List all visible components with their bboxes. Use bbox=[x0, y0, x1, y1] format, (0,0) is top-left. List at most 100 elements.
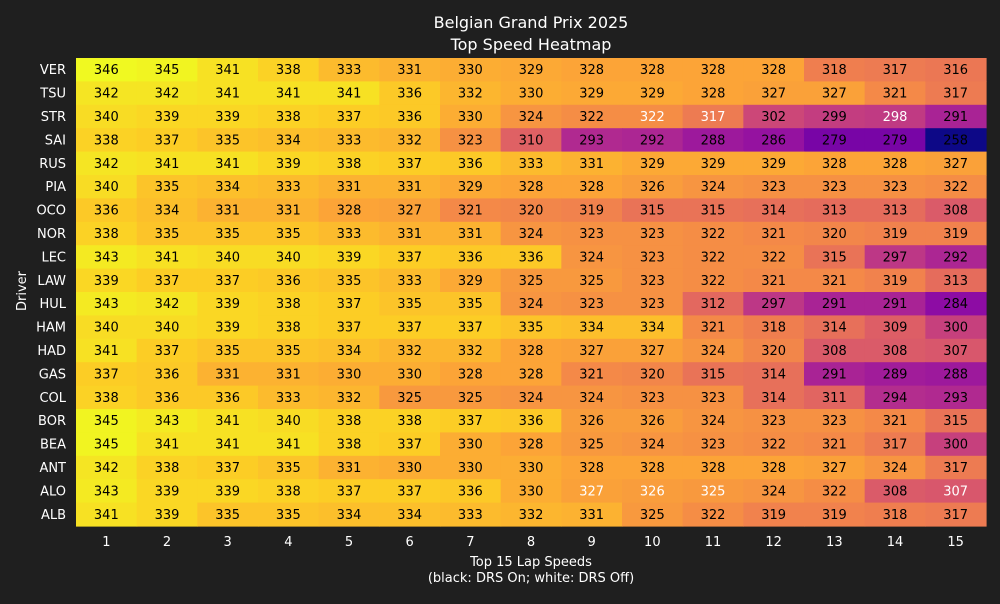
heatmap-cell bbox=[622, 455, 684, 480]
heatmap-cell bbox=[500, 151, 562, 176]
heatmap-cell bbox=[561, 455, 623, 480]
heatmap-cell bbox=[804, 409, 866, 433]
cell-value-label: 318 bbox=[883, 508, 908, 523]
cell-value-label: 335 bbox=[215, 133, 240, 148]
cell-value-label: 309 bbox=[883, 321, 908, 336]
cell-value-label: 328 bbox=[337, 204, 362, 219]
heatmap-cell bbox=[258, 175, 320, 199]
heatmap-cell bbox=[622, 221, 684, 246]
chart-title: Belgian Grand Prix 2025 bbox=[434, 13, 629, 32]
cell-value-label: 321 bbox=[761, 274, 786, 289]
cell-value-label: 327 bbox=[640, 344, 665, 359]
cell-value-label: 333 bbox=[337, 133, 362, 148]
heatmap-cell bbox=[136, 151, 198, 176]
heatmap-cell bbox=[743, 128, 805, 153]
heatmap-cell bbox=[379, 315, 441, 340]
cell-value-label: 324 bbox=[640, 438, 665, 453]
cell-value-label: 333 bbox=[337, 227, 362, 242]
cell-value-label: 329 bbox=[701, 157, 726, 172]
cell-value-label: 341 bbox=[94, 508, 119, 523]
y-tick-label: ANT bbox=[39, 461, 66, 476]
heatmap-cell bbox=[864, 455, 926, 480]
x-tick-label: 4 bbox=[284, 535, 292, 550]
heatmap-cell bbox=[379, 128, 441, 153]
heatmap-cell bbox=[561, 128, 623, 153]
cell-value-label: 322 bbox=[761, 250, 786, 265]
heatmap-cell bbox=[682, 315, 744, 340]
y-axis-label: Driver bbox=[15, 270, 30, 311]
cell-value-label: 327 bbox=[822, 87, 847, 102]
cell-value-label: 279 bbox=[883, 133, 908, 148]
x-tick-label: 9 bbox=[588, 535, 596, 550]
x-tick-label: 1 bbox=[102, 535, 110, 550]
heatmap-cell bbox=[500, 315, 562, 340]
heatmap-cell bbox=[379, 268, 441, 293]
heatmap-cell bbox=[743, 502, 805, 527]
cell-value-label: 326 bbox=[640, 180, 665, 195]
y-tick-label: BOR bbox=[38, 414, 66, 429]
heatmap-cell bbox=[804, 479, 866, 504]
heatmap-cell bbox=[682, 245, 744, 270]
cell-value-label: 337 bbox=[337, 297, 362, 312]
heatmap-cell bbox=[500, 128, 562, 153]
heatmap-cell bbox=[804, 338, 866, 363]
cell-value-label: 321 bbox=[883, 87, 908, 102]
cell-value-label: 315 bbox=[701, 367, 726, 382]
cell-value-label: 340 bbox=[155, 321, 180, 336]
heatmap-cell bbox=[500, 455, 562, 480]
cell-value-label: 300 bbox=[943, 438, 968, 453]
cell-value-label: 332 bbox=[458, 344, 483, 359]
cell-value-label: 335 bbox=[276, 227, 301, 242]
heatmap-cell bbox=[318, 221, 380, 246]
cell-value-label: 315 bbox=[822, 250, 847, 265]
cell-value-label: 313 bbox=[822, 204, 847, 219]
cell-value-label: 329 bbox=[519, 63, 544, 78]
heatmap-cell bbox=[318, 58, 380, 82]
heatmap-cell bbox=[743, 175, 805, 199]
heatmap-cell bbox=[318, 198, 380, 223]
cell-value-label: 333 bbox=[519, 157, 544, 172]
heatmap-cell bbox=[864, 81, 926, 106]
heatmap-cell bbox=[318, 245, 380, 270]
heatmap-cell bbox=[136, 502, 198, 527]
cell-value-label: 323 bbox=[822, 180, 847, 195]
heatmap-cell bbox=[76, 175, 138, 199]
heatmap-cell bbox=[561, 151, 623, 176]
heatmap-cell bbox=[318, 455, 380, 480]
heatmap-cell bbox=[925, 198, 987, 223]
y-tick-label: ALB bbox=[41, 508, 66, 523]
cell-value-label: 323 bbox=[579, 227, 604, 242]
heatmap-cell bbox=[76, 221, 138, 246]
cell-value-label: 337 bbox=[94, 367, 119, 382]
cell-value-label: 328 bbox=[519, 438, 544, 453]
heatmap-cell bbox=[197, 479, 259, 504]
heatmap-cell bbox=[864, 432, 926, 457]
cell-value-label: 279 bbox=[822, 133, 847, 148]
cell-value-label: 339 bbox=[215, 484, 240, 499]
cell-value-label: 337 bbox=[215, 461, 240, 476]
cell-value-label: 320 bbox=[640, 367, 665, 382]
heatmap-cell bbox=[76, 292, 138, 316]
cell-value-label: 319 bbox=[579, 204, 604, 219]
cell-value-label: 327 bbox=[822, 461, 847, 476]
cell-value-label: 343 bbox=[94, 297, 119, 312]
cell-value-label: 333 bbox=[458, 508, 483, 523]
heatmap-cell bbox=[136, 175, 198, 199]
heatmap-cell bbox=[561, 58, 623, 82]
x-tick-label: 10 bbox=[644, 535, 661, 550]
cell-value-label: 332 bbox=[458, 87, 483, 102]
heatmap-cell bbox=[500, 81, 562, 106]
cell-value-label: 339 bbox=[155, 508, 180, 523]
heatmap-cell bbox=[379, 362, 441, 387]
cell-value-label: 323 bbox=[640, 391, 665, 406]
heatmap-cell bbox=[743, 245, 805, 270]
heatmap-cell bbox=[258, 221, 320, 246]
heatmap-cell bbox=[76, 245, 138, 270]
heatmap-cell bbox=[258, 268, 320, 293]
cell-value-label: 338 bbox=[276, 63, 301, 78]
heatmap-cell bbox=[925, 245, 987, 270]
heatmap-cell bbox=[379, 385, 441, 410]
heatmap-cell bbox=[925, 338, 987, 363]
cell-value-label: 299 bbox=[822, 110, 847, 125]
